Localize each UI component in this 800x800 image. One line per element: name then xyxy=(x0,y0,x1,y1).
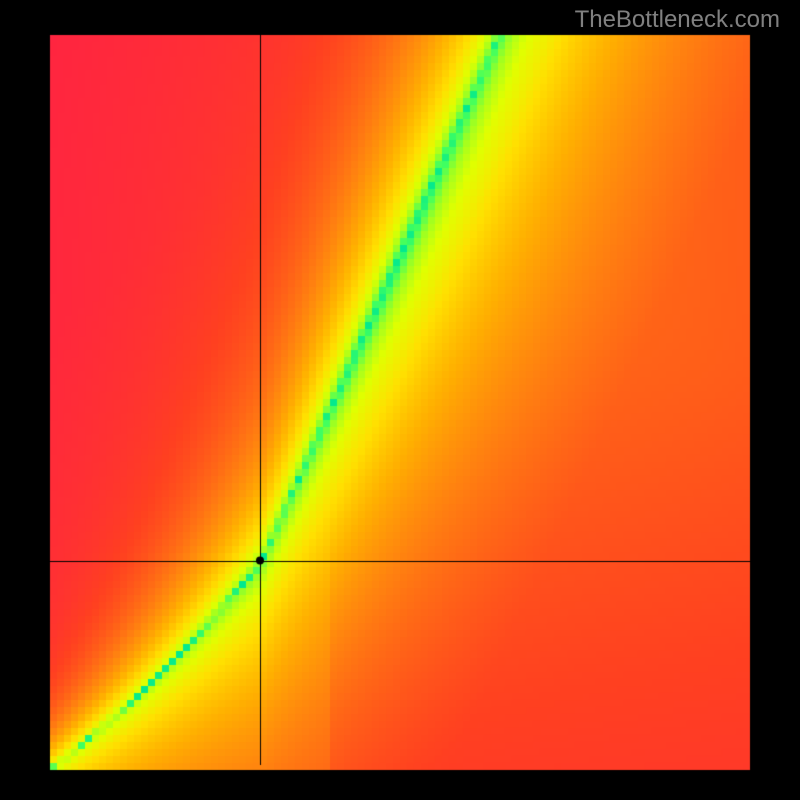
heatmap-canvas xyxy=(0,0,800,800)
watermark-text: TheBottleneck.com xyxy=(575,6,780,34)
chart-container: { "watermark": { "text": "TheBottleneck.… xyxy=(0,0,800,800)
